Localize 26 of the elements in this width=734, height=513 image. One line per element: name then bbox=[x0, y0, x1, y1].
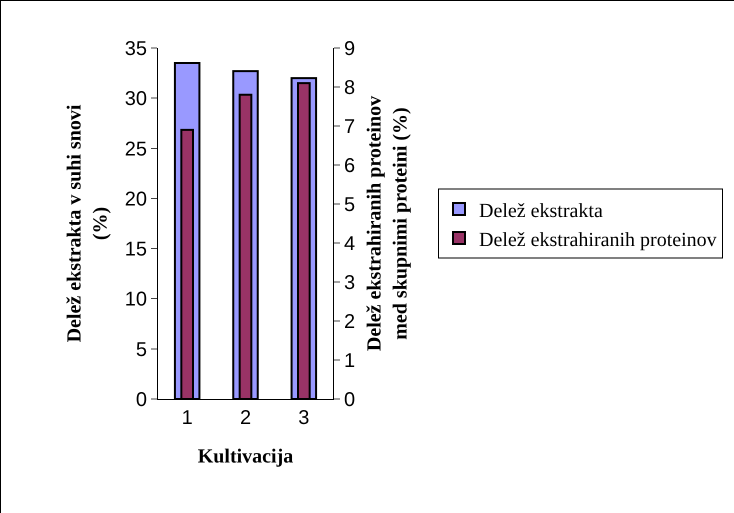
y-tick-label: 20 bbox=[124, 188, 147, 210]
x-tick-label: 1 bbox=[182, 407, 193, 429]
y2-tick-label: 0 bbox=[344, 389, 356, 411]
y2-tick-label: 5 bbox=[344, 194, 356, 216]
y-tick-label: 35 bbox=[124, 38, 147, 60]
x-tick-label: 3 bbox=[298, 407, 310, 429]
y-tick-label: 15 bbox=[124, 238, 147, 261]
y2-tick-label: 2 bbox=[344, 311, 356, 333]
y-tick-label: 30 bbox=[124, 88, 147, 110]
y-tick-label: 25 bbox=[124, 138, 147, 160]
legend-label: Delež ekstrahiranih proteinov bbox=[479, 228, 717, 251]
y2-tick-label: 8 bbox=[344, 77, 356, 99]
y2-tick-label: 4 bbox=[344, 233, 356, 255]
y-tick-label: 5 bbox=[136, 338, 147, 361]
y2-tick-label: 7 bbox=[344, 116, 356, 138]
x-tick-label: 2 bbox=[240, 407, 252, 429]
y2-axis-title: Delež ekstrahiranih proteinov med skupnimi proteini (%) bbox=[364, 96, 412, 352]
y2-tick-label: 6 bbox=[344, 155, 356, 177]
y-tick-label: 0 bbox=[136, 389, 147, 411]
y2-tick-label: 3 bbox=[344, 272, 356, 294]
legend-label: Delež ekstrakta bbox=[479, 200, 603, 222]
y2-tick-label: 1 bbox=[344, 350, 356, 372]
y-tick-label: 10 bbox=[124, 288, 147, 311]
x-axis-title: Kultivacija bbox=[198, 446, 294, 468]
y2-tick-label: 9 bbox=[344, 38, 356, 60]
y-axis-title: Delež ekstrakta v suhi snovi (%) bbox=[63, 104, 112, 342]
